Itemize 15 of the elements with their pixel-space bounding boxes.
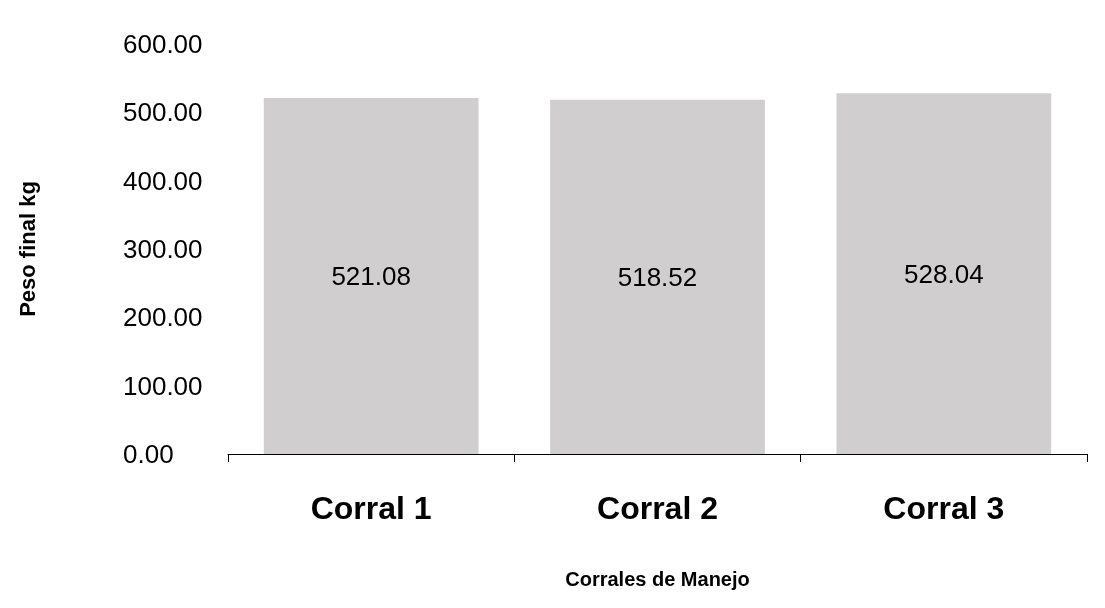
data-label: 518.52: [617, 261, 698, 292]
y-tick-label: 0.00: [123, 439, 174, 469]
data-label: 521.08: [331, 260, 411, 291]
y-tick-label: 400.00: [123, 165, 203, 196]
x-tick-label: Corral 2: [597, 490, 718, 526]
y-tick-label: 300.00: [123, 234, 203, 264]
y-tick-label: 200.00: [123, 302, 203, 333]
data-label: 528.04: [904, 258, 984, 289]
y-tick-label: 600.00: [123, 29, 203, 59]
y-tick-label: 100.00: [123, 370, 203, 401]
y-tick-label: 500.00: [123, 97, 203, 128]
x-tick-label: Corral 1: [310, 490, 432, 526]
x-tick-label: Corral 3: [883, 490, 1005, 526]
x-axis-title: Corrales de Manejo: [565, 568, 750, 590]
y-axis-title: Peso final kg: [14, 181, 40, 317]
